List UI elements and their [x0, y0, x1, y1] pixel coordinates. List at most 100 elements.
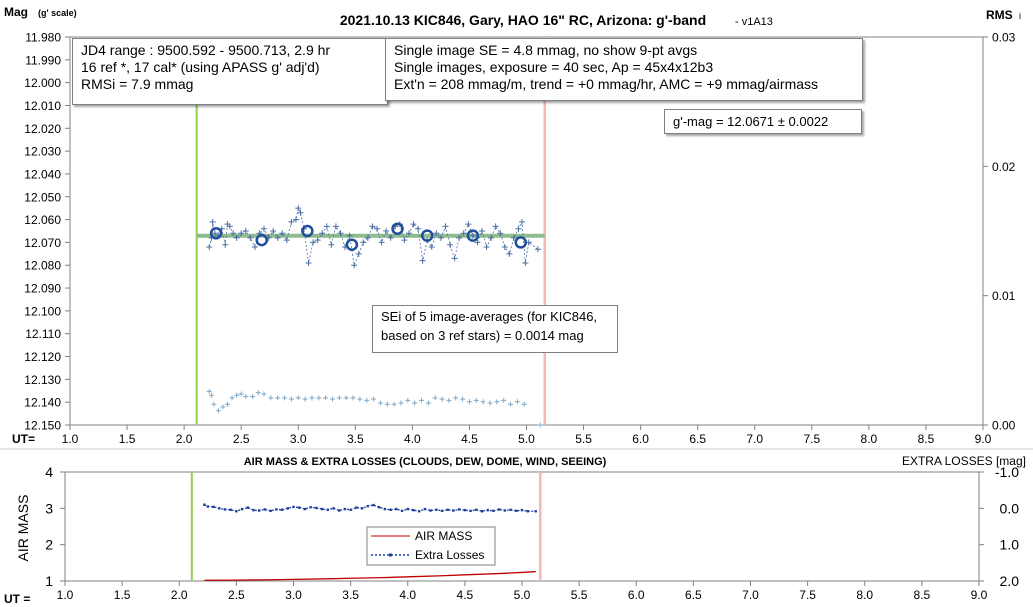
single-image-point — [518, 218, 525, 225]
airmass-x-tick-label: 2.0 — [171, 588, 188, 602]
rms-point — [391, 401, 397, 407]
extra-losses-point — [515, 509, 518, 513]
legend-marker-extra-losses — [389, 553, 392, 557]
airmass-x-tick-label: 8.0 — [856, 588, 873, 602]
airmass-x-tick-label: 6.0 — [628, 588, 645, 602]
extra-losses-point — [240, 507, 244, 511]
single-image-point — [522, 259, 529, 266]
single-image-point — [474, 239, 481, 246]
extra-losses-point — [355, 506, 358, 509]
rms-point — [250, 394, 256, 400]
single-image-point — [515, 225, 522, 232]
y-tick-label: 12.030 — [24, 145, 61, 159]
airmass-x-tick-label: 4.0 — [399, 588, 416, 602]
airmass-x-tick-label: 5.5 — [571, 588, 588, 602]
rms-point — [501, 397, 507, 403]
extra-losses-point — [326, 508, 329, 511]
y-tick-label: 11.990 — [25, 53, 61, 67]
extra-losses-point — [372, 503, 375, 507]
airmass-y2-axis-label: EXTRA LOSSES [mag] — [902, 454, 1026, 468]
single-image-point — [410, 221, 417, 228]
extra-losses-point — [246, 506, 249, 509]
rms-point — [336, 395, 342, 401]
jd-range-box: JD4 range : 9500.592 - 9500.713, 2.9 hr … — [72, 38, 388, 105]
y-axis-label-sub: (g' scale) — [38, 8, 77, 18]
rms-point — [220, 404, 226, 410]
x-tick-label: 6.0 — [632, 432, 649, 446]
single-image-point — [447, 241, 454, 248]
average-point — [391, 222, 404, 235]
extra-losses-point — [338, 509, 341, 512]
airmass-x-tick-label: 1.5 — [114, 588, 131, 602]
extra-losses-point — [475, 508, 478, 511]
single-image-point — [483, 243, 490, 250]
rms-point — [371, 396, 377, 402]
extra-losses-point — [315, 506, 318, 510]
rms-point — [261, 391, 267, 397]
rms-point — [480, 399, 486, 405]
single-se-text: Single image SE = 4.8 mmag, no show 9-pt… — [394, 42, 698, 58]
single-image-point — [433, 230, 440, 237]
single-image-point — [261, 225, 268, 232]
single-image-point — [211, 230, 218, 237]
rms-point — [398, 400, 404, 406]
airmass-y-axis-label: AIR MASS — [15, 495, 31, 562]
x-tick-label: 3.0 — [290, 432, 307, 446]
single-image-point — [328, 241, 335, 248]
x-tick-label: 9.0 — [975, 432, 992, 446]
rms-point — [229, 395, 235, 401]
single-image-point — [419, 257, 426, 264]
rms-point — [295, 395, 301, 401]
extra-losses-point — [440, 509, 444, 513]
rms-point — [309, 395, 315, 401]
rms-point — [473, 397, 479, 403]
single-image-point — [310, 239, 317, 246]
exposure-text: Single images, exposure = 40 sec, Ap = 4… — [394, 59, 714, 76]
y-axis-label: Mag — [4, 5, 28, 19]
airmass-x-tick-label: 3.5 — [342, 588, 359, 602]
extra-losses-point — [212, 505, 215, 509]
y2-axis-label-sub: i — [1019, 11, 1021, 21]
ref-cal-text: 16 ref *, 17 cal* (using APASS g' adj'd) — [81, 59, 320, 76]
average-point — [345, 238, 359, 251]
single-image-point — [222, 241, 229, 248]
extra-losses-point — [286, 507, 289, 510]
single-image-point — [274, 234, 281, 241]
x-tick-label: 3.5 — [347, 432, 364, 446]
extra-losses-point — [280, 508, 284, 511]
rms-point — [384, 401, 390, 407]
extra-losses-point — [480, 510, 484, 513]
y-tick-label: 12.110 — [25, 327, 61, 341]
rms-point — [466, 399, 472, 405]
y2-axis-label: RMS — [986, 8, 1013, 22]
jd-range-text: JD4 range : 9500.592 - 9500.713, 2.9 hr — [81, 42, 331, 58]
single-image-point — [465, 221, 472, 228]
extra-losses-point — [457, 508, 461, 511]
rms-point — [508, 401, 514, 407]
x-tick-label: 8.5 — [918, 432, 935, 446]
extra-losses-point — [360, 507, 364, 510]
rms-point — [316, 395, 322, 401]
airmass-plot-area — [64, 471, 980, 582]
single-image-point — [451, 255, 458, 262]
single-image-point — [437, 234, 444, 241]
single-image-point — [209, 218, 216, 225]
single-image-point — [346, 232, 353, 239]
single-image-point — [295, 205, 302, 212]
single-image-point — [288, 218, 295, 225]
airmass-chart-marks — [190, 472, 542, 581]
rms-point — [209, 392, 215, 398]
airmass-x-tick-label: 4.5 — [457, 588, 474, 602]
y2-tick-label: 0.01 — [992, 289, 1016, 303]
single-image-point — [401, 237, 408, 244]
y-tick-label: 12.010 — [24, 99, 61, 113]
extinction-text: Ext'n = 208 mmag/m, trend = +0 mmag/hr, … — [394, 76, 819, 93]
single-image-point — [428, 243, 435, 250]
magnitude-chart-marks — [195, 37, 547, 428]
rms-point — [377, 400, 383, 406]
extra-losses-point — [343, 507, 347, 511]
legend: AIR MASS Extra Losses — [366, 526, 496, 566]
single-image-point — [405, 230, 412, 237]
single-image-point — [378, 239, 385, 246]
single-image-point — [297, 209, 304, 216]
